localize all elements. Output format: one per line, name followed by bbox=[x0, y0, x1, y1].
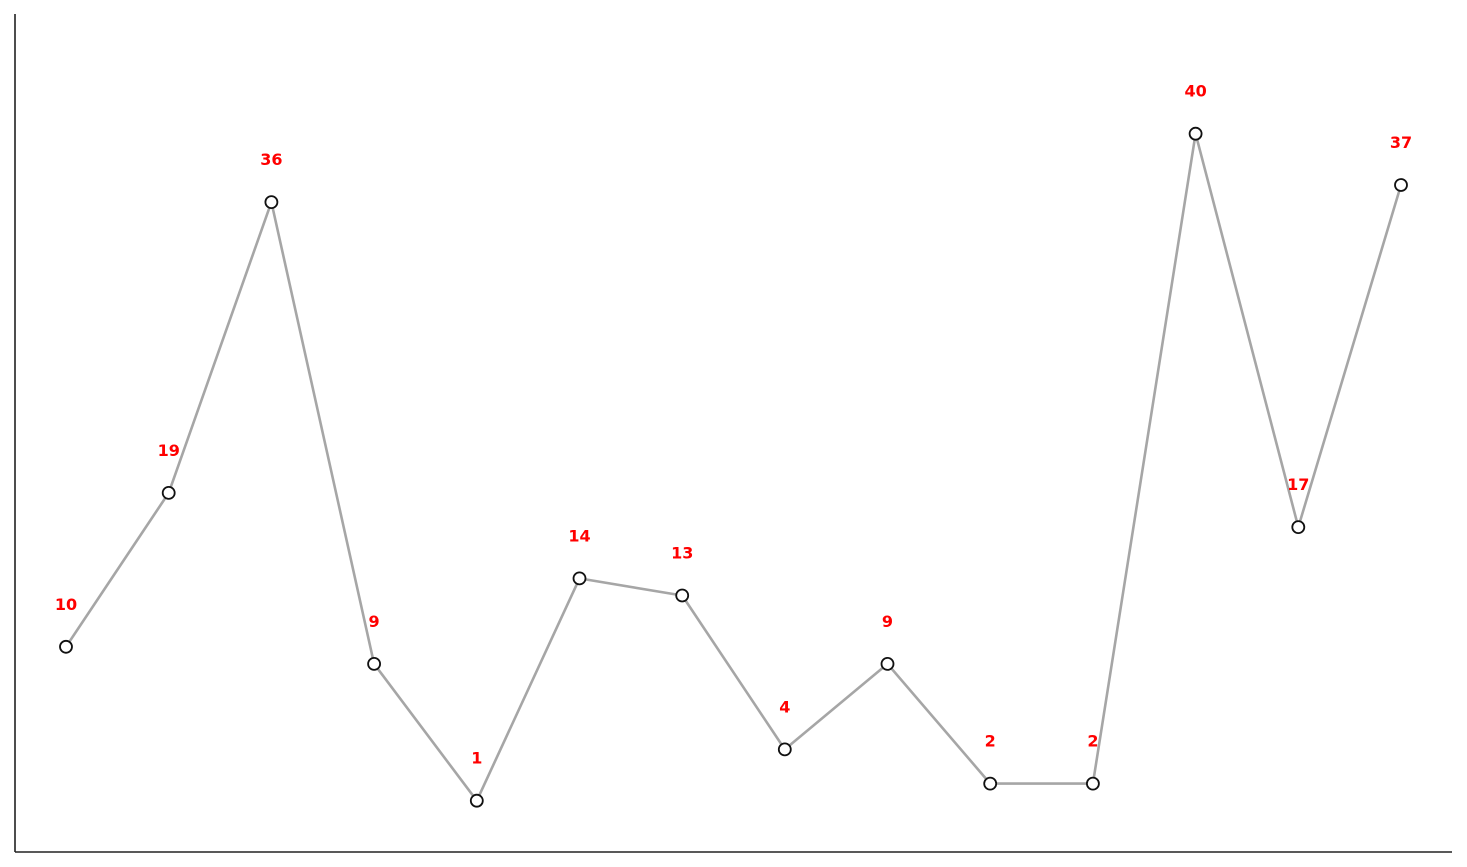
data-label: 10 bbox=[55, 595, 77, 614]
data-point bbox=[469, 793, 484, 808]
data-label: 2 bbox=[1087, 732, 1098, 751]
data-label: 19 bbox=[158, 441, 180, 460]
data-point bbox=[59, 639, 73, 654]
data-label: 17 bbox=[1287, 475, 1309, 494]
data-point bbox=[1188, 126, 1203, 141]
data-point bbox=[1291, 520, 1306, 534]
data-point bbox=[983, 776, 998, 791]
data-point bbox=[367, 657, 382, 671]
data-point bbox=[161, 485, 176, 500]
series-line bbox=[64, 132, 1403, 803]
data-label: 1 bbox=[471, 749, 482, 768]
data-point bbox=[1394, 178, 1408, 192]
points-layer bbox=[59, 126, 1408, 808]
data-label: 4 bbox=[779, 697, 790, 716]
series-layer bbox=[64, 132, 1403, 803]
data-point bbox=[264, 195, 279, 210]
data-point bbox=[1086, 776, 1100, 791]
data-label: 14 bbox=[568, 526, 590, 545]
data-label: 9 bbox=[882, 612, 893, 631]
data-point bbox=[675, 588, 690, 603]
data-label: 13 bbox=[671, 544, 693, 563]
data-point bbox=[880, 657, 895, 671]
data-label: 37 bbox=[1390, 133, 1412, 152]
data-point bbox=[777, 742, 792, 757]
data-label: 9 bbox=[369, 612, 380, 631]
data-label: 40 bbox=[1184, 82, 1206, 101]
data-label: 36 bbox=[260, 150, 282, 169]
data-labels-layer: 10 19 36 9 1 14 13 4 9 2 2 40 17 37 bbox=[55, 82, 1412, 768]
data-label: 2 bbox=[985, 732, 996, 751]
data-point bbox=[572, 571, 587, 586]
